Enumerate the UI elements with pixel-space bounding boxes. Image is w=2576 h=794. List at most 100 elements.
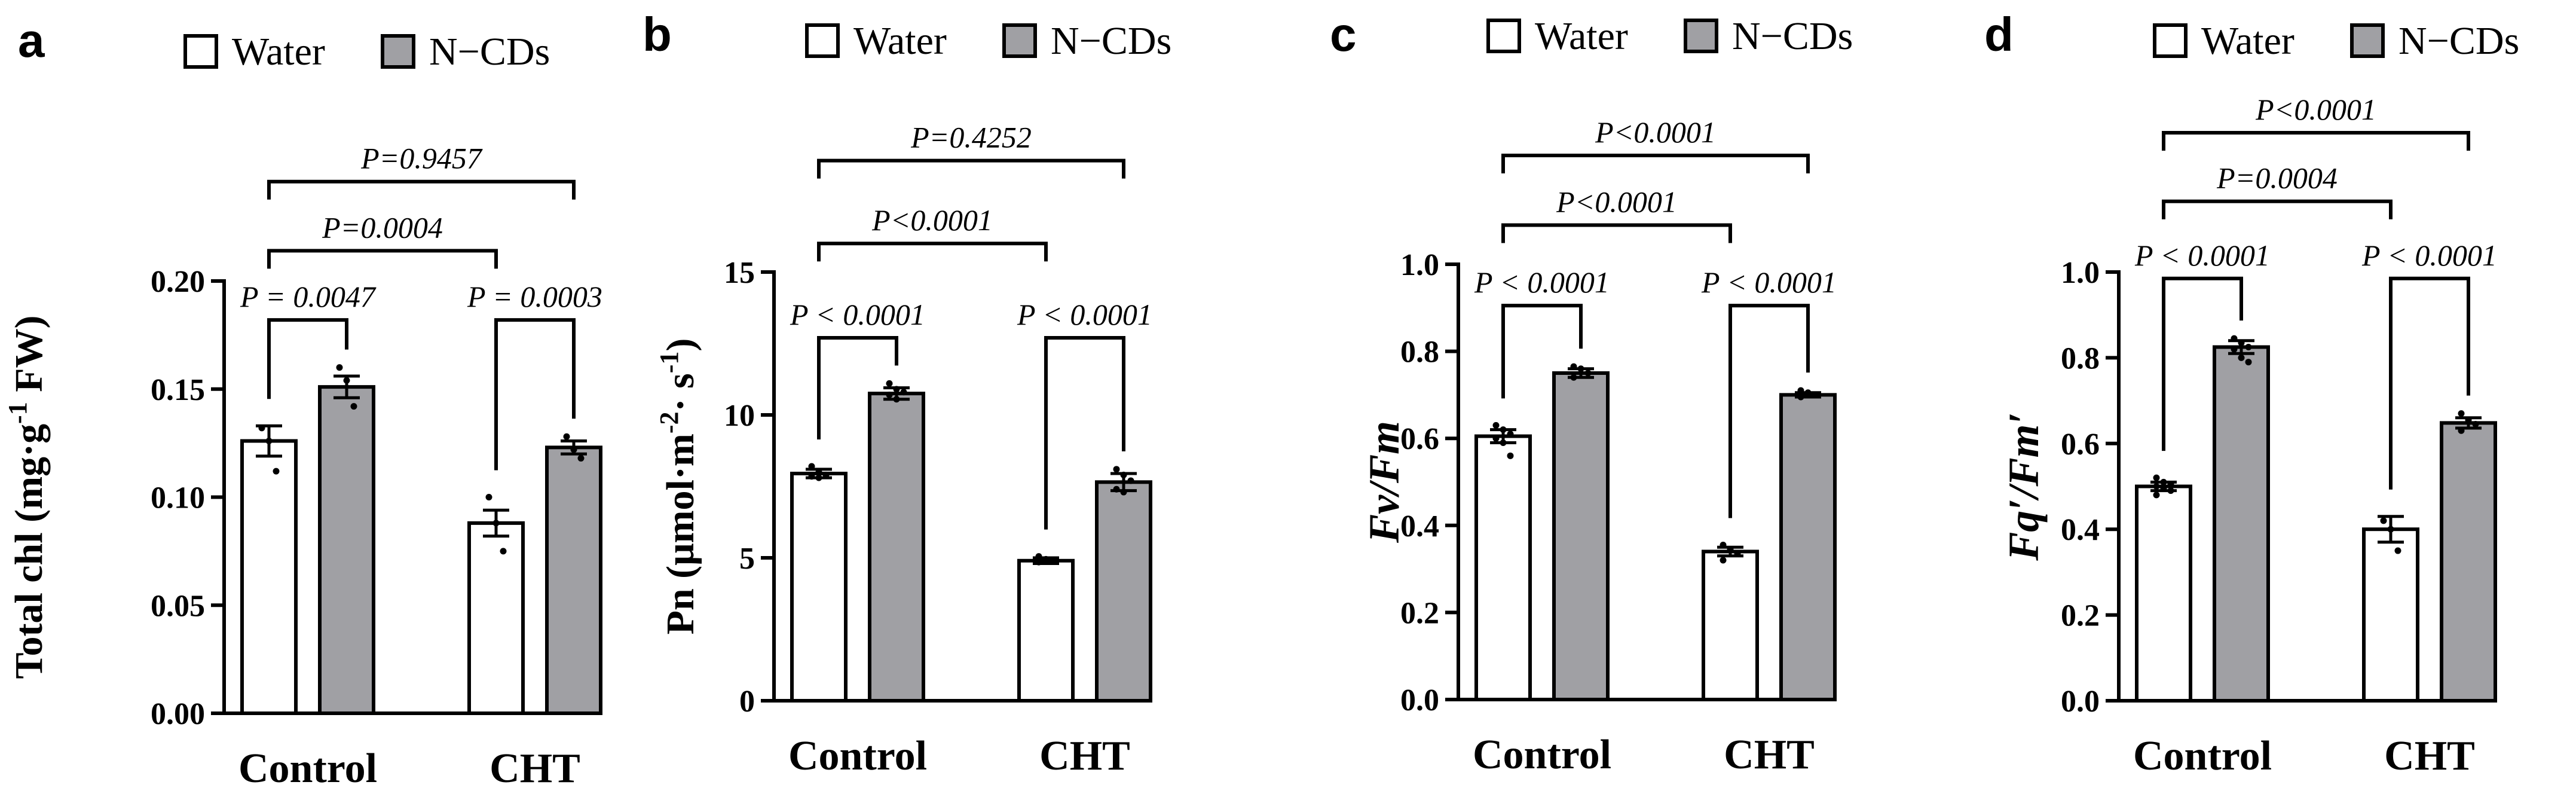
y-tick-label: 0.6 [1400,422,1439,456]
y-tick-label: 0 [739,685,755,719]
significance-bracket [817,158,1125,179]
data-point [1570,374,1577,381]
y-tick-label: 0.15 [151,373,205,407]
panel-letter: b [643,8,672,61]
legend-label-water: Water [232,30,325,74]
data-point [1797,387,1804,394]
y-tick-label: 15 [724,256,755,290]
y-tick-label: 0.6 [2061,427,2100,462]
y-axis-label-superscript: -1 [654,352,684,374]
data-point [485,494,492,500]
data-point [1804,389,1812,396]
significance-bracket [1501,154,1810,173]
y-tick-label: 0.10 [151,481,205,515]
bar-ncds-cht [2440,421,2497,703]
bar-water-control [1474,434,1532,701]
y-axis-label: Pn (μmol·m-2· s-1) [654,338,702,635]
p-value-label: P=0.9457 [360,142,483,175]
data-point [265,438,273,445]
data-point [900,389,907,396]
data-point [1584,369,1592,377]
data-point [1127,477,1134,484]
data-point [1492,435,1500,442]
y-axis-label-part: Total chl (mg·g [7,424,51,679]
bar-water-control [240,439,298,715]
bar-water-control [2135,484,2192,703]
data-point [1797,393,1804,401]
data-point [815,469,822,476]
p-value-label: P < 0.0001 [790,298,925,331]
bar-water-cht [467,521,525,715]
panel-letter: c [1330,8,1357,61]
bar-ncds-control [868,392,925,703]
bar-water-cht [1017,558,1075,703]
data-point [343,377,350,384]
bar-ncds-control [318,385,375,715]
data-point [336,364,343,371]
x-category-label: CHT [1039,733,1130,779]
data-point [1113,485,1120,493]
data-point [893,386,900,393]
y-axis-label-superscript: -2 [654,411,684,433]
data-point [2458,410,2465,417]
y-tick-label: 0.2 [1400,596,1439,630]
significance-bracket [817,242,1048,262]
y-tick-label: 0.20 [151,265,205,299]
y-axis-label: Fv/Fm [1360,421,1408,543]
data-point [1050,557,1057,564]
data-point [2231,346,2238,353]
data-point [273,468,280,475]
data-point [1500,426,1507,433]
y-tick-label: 0.05 [151,589,205,623]
panel-a: a Water N−CDs 0.00 0.05 0.10 0.15 0.20 Total chl… [3,14,602,792]
p-value-label: P<0.0001 [2255,93,2376,126]
panel-c: c Water N−CDs 0.0 0.2 0.4 0.6 0.8 1.0 Fv/Fm Contro… [1330,8,1853,778]
data-point [1507,452,1514,459]
data-point [1507,430,1514,438]
legend-swatch-ncds [2350,23,2385,58]
legend-swatch-ncds [1684,19,1718,53]
legend-label-water: Water [2201,19,2294,63]
data-point [2153,491,2160,499]
data-point [1113,466,1120,473]
legend-label-ncds: N−CDs [1732,14,1853,58]
legend-swatch-water [2153,23,2188,58]
panel-d: d Water N−CDs 0.0 0.2 0.4 0.6 0.8 1.0 Fq′/Fm′ Cont… [1984,8,2519,779]
y-tick-label: 0.8 [1400,335,1439,369]
p-value-label: P < 0.0001 [1017,298,1152,331]
p-value-label: P<0.0001 [871,203,993,237]
x-category-label: Control [788,733,927,779]
y-axis-label-part: FW) [7,315,51,402]
data-point [2245,343,2252,350]
legend-label-ncds: N−CDs [1051,19,1171,63]
legend-swatch-water [1486,19,1521,53]
y-axis-label-part: ) [659,338,702,352]
bar-ncds-cht [545,445,602,715]
data-point [808,463,815,470]
data-point [2238,354,2245,361]
data-point [1500,439,1507,446]
legend-label-water: Water [853,19,947,63]
data-point [2380,517,2387,524]
significance-bracket [267,249,498,269]
y-axis-label-part: Fq′/Fm′ [2000,412,2048,561]
data-point [1120,471,1127,478]
panel-b: b Water N−CDs 0 5 10 15 Pn (μmol·m-2· s-1) Contr… [643,8,1171,779]
y-axis-label-superscript: -1 [3,402,32,424]
bar-ncds-control [2213,345,2270,703]
significance-bracket [817,335,898,440]
data-point [2153,474,2160,481]
legend-swatch-ncds [1002,23,1037,58]
data-point [1120,488,1127,496]
legend: Water N−CDs [183,30,550,74]
x-category-label: CHT [1724,732,1815,778]
data-point [1734,550,1741,557]
data-point [822,471,830,478]
data-point [2387,526,2394,533]
p-value-label: P = 0.0003 [467,280,602,313]
bar-ncds-control [1552,371,1610,701]
legend: Water N−CDs [1486,14,1853,58]
significance-bracket [2162,276,2243,451]
data-point [2472,421,2479,428]
